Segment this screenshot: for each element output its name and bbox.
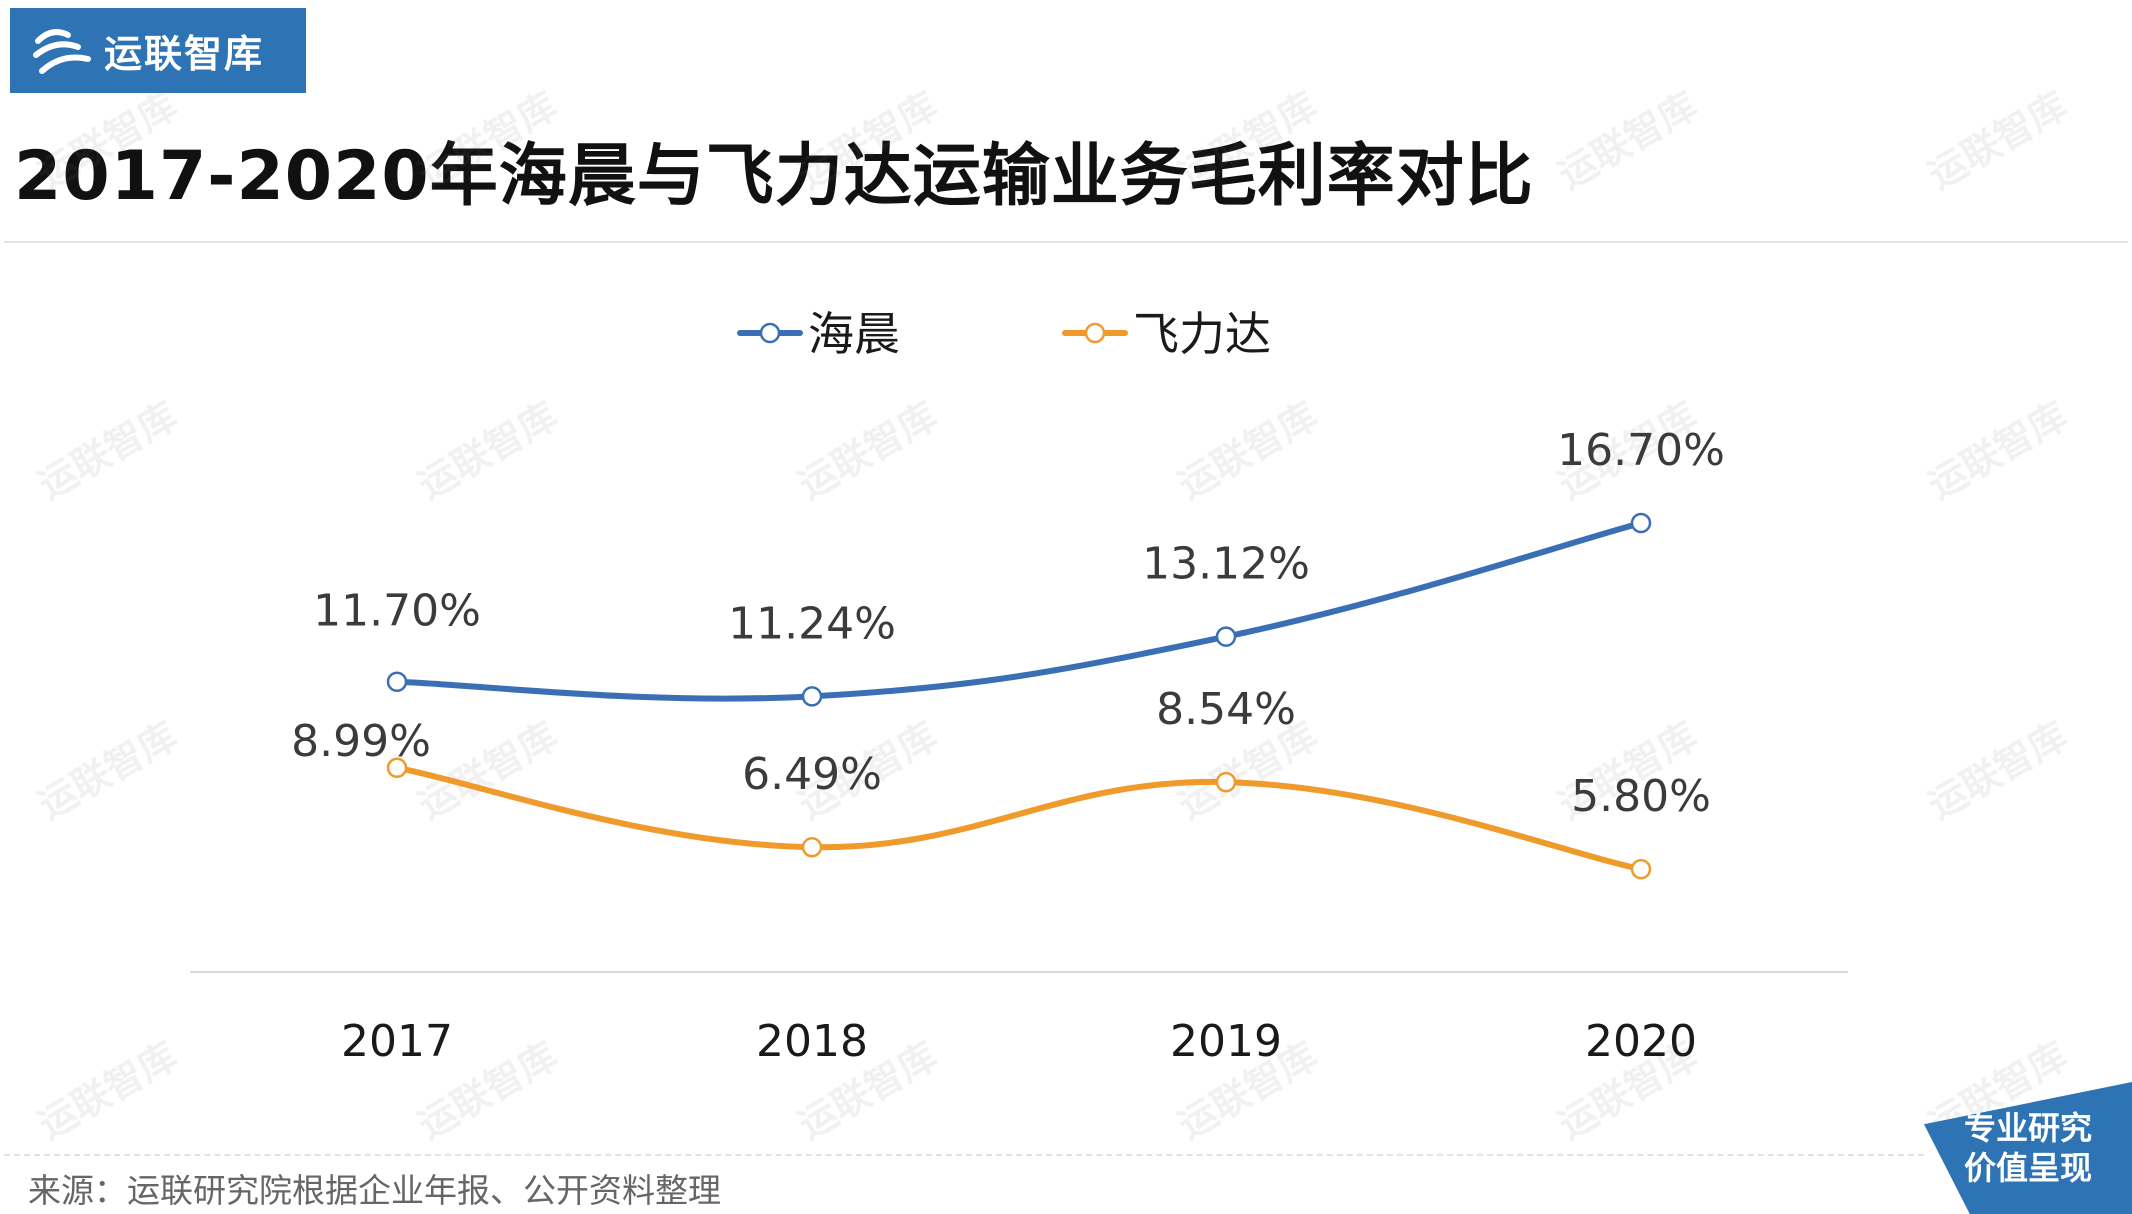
legend-marker-1 [759,322,781,344]
footer-divider [4,1154,1924,1156]
data-point-1 [801,686,823,707]
x-tick-label: 2017 [341,1016,453,1067]
legend-label: 海晨 [808,307,900,361]
data-point-2 [1215,771,1237,793]
logo-text: 运联智库 [104,32,265,76]
data-label: 5.80% [1571,771,1711,822]
title-divider [4,241,2128,243]
data-label: 11.24% [728,598,896,649]
legend-marker-2 [1084,322,1106,344]
brand-logo: 运联智库 [10,8,306,93]
source-note: 来源：运联研究院根据企业年报、公开资料整理 [28,1171,721,1210]
data-label: 8.99% [291,716,431,767]
data-label: 11.70% [313,586,481,637]
data-label: 16.70% [1557,425,1725,476]
data-label: 8.54% [1156,684,1296,735]
x-tick-label: 2020 [1585,1016,1697,1067]
legend-label: 飞力达 [1133,307,1271,361]
chart-title: 2017-2020年海晨与飞力达运输业务毛利率对比 [14,137,1534,216]
slogan-line-2: 价值呈现 [1963,1149,2092,1187]
series-line-2 [394,764,1644,873]
data-point-2 [801,836,823,858]
data-point-1 [1215,626,1237,647]
data-point-2 [386,757,408,779]
data-point-1 [1630,512,1652,534]
x-tick-label: 2018 [756,1016,868,1067]
x-tick-label: 2019 [1170,1016,1282,1067]
brand-swirl-icon [33,28,91,74]
series-line-1 [394,519,1644,702]
data-point-2 [1630,858,1652,880]
data-point-1 [386,671,408,692]
data-label: 6.49% [742,749,882,800]
slogan-line-1: 专业研究 [1963,1109,2092,1147]
data-label: 13.12% [1142,539,1310,590]
slogan-text: 专业研究 价值呈现 [1944,1108,2112,1188]
